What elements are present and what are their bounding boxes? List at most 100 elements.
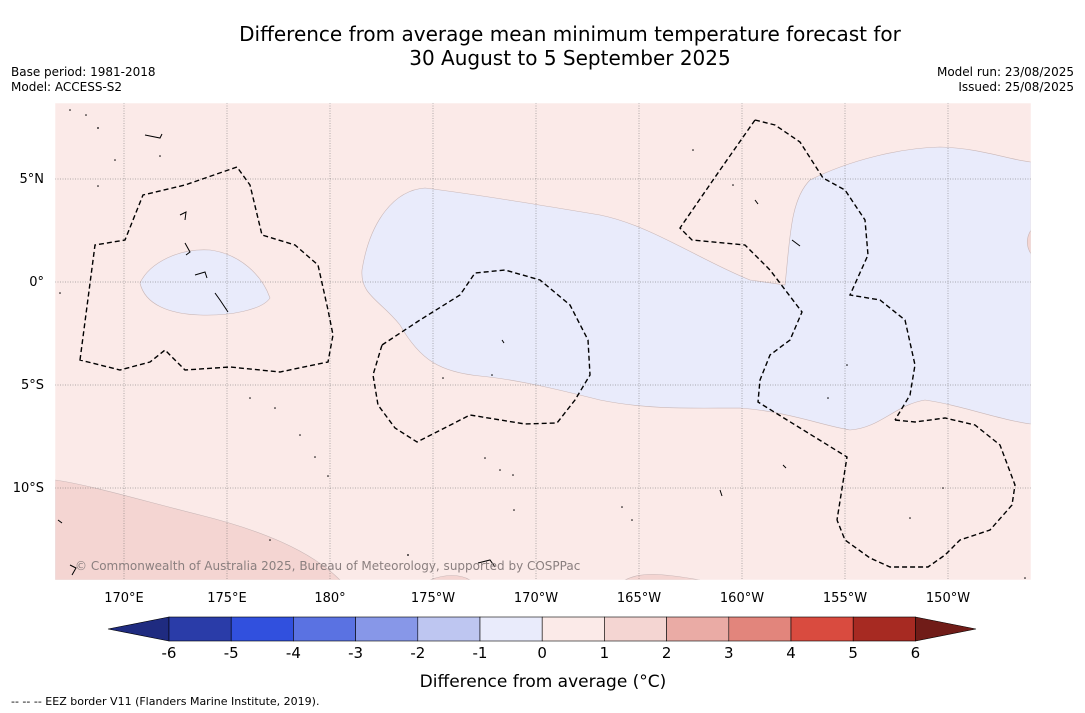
islet-1 — [69, 109, 71, 111]
colorbar-tick--2: -2 — [410, 644, 425, 662]
islet-11 — [327, 475, 329, 477]
islet-2 — [85, 114, 87, 116]
islet-27 — [269, 539, 271, 541]
title-line-1: Difference from average mean minimum tem… — [239, 22, 901, 46]
lon-label-160w: 160°W — [720, 591, 764, 606]
map-title: Difference from average mean minimum tem… — [0, 22, 1085, 70]
map-frame — [54, 102, 1032, 581]
colorbar-tick-5: 5 — [848, 644, 858, 662]
islet-22 — [846, 364, 848, 366]
eez-border-central — [372, 269, 591, 443]
island-6 — [791, 239, 801, 247]
islet-14 — [484, 457, 486, 459]
islet-10 — [314, 456, 316, 458]
lon-label-170e: 170°E — [104, 591, 144, 606]
colorbar-bin-1 — [168, 616, 232, 642]
island-9 — [69, 564, 77, 576]
colorbar-bin-10 — [728, 616, 792, 642]
colorbar-bin-7 — [541, 616, 605, 642]
colorbar-tick--4: -4 — [286, 644, 301, 662]
lon-label-175w: 175°W — [411, 591, 455, 606]
islet-13 — [491, 374, 493, 376]
meta-left: Base period: 1981-2018 Model: ACCESS-S2 — [11, 65, 156, 95]
colorbar-title: Difference from average (°C) — [420, 672, 667, 692]
island-13 — [719, 489, 723, 497]
islet-29 — [1024, 577, 1026, 579]
islet-24 — [909, 517, 911, 519]
colorbar-tick-1: 1 — [600, 644, 610, 662]
colorbar-bin-3 — [293, 616, 356, 642]
islet-17 — [513, 509, 515, 511]
colorbar-bin-11 — [790, 616, 854, 642]
eez-border-west — [79, 166, 334, 373]
gridlines — [55, 103, 1031, 580]
colorbar-tick--1: -1 — [473, 644, 488, 662]
islet-21 — [732, 184, 734, 186]
lat-label-5s: 5°S — [21, 378, 44, 393]
model-run: Model run: 23/08/2025 — [936, 65, 1074, 79]
islet-25 — [942, 487, 944, 489]
colorbar-extend-low — [107, 616, 170, 642]
colorbar-tick--5: -5 — [224, 644, 239, 662]
colorbar-tick-4: 4 — [786, 644, 796, 662]
base-period: Base period: 1981-2018 — [11, 65, 156, 79]
colorbar-bin-5 — [417, 616, 481, 642]
islet-18 — [621, 506, 623, 508]
lon-label-150w: 150°W — [926, 591, 970, 606]
colorbar-extend-high — [915, 616, 977, 642]
colorbar-tick-6: 6 — [911, 644, 921, 662]
island-8 — [57, 519, 63, 524]
colorbar-bin-12 — [852, 616, 916, 642]
eez-footnote: -- -- -- EEZ border V11 (Flanders Marine… — [11, 695, 320, 708]
island-7 — [477, 559, 496, 568]
islet-7 — [249, 397, 251, 399]
colorbar-bin-9 — [666, 616, 730, 642]
lon-label-165w: 165°W — [617, 591, 661, 606]
island-5 — [214, 292, 229, 313]
island-1 — [144, 133, 163, 139]
lat-label-5n: 5°N — [20, 172, 45, 187]
islet-19 — [631, 519, 633, 521]
issued-date: Issued: 25/08/2025 — [958, 80, 1074, 94]
islet-16 — [512, 474, 514, 476]
islet-3 — [97, 127, 99, 129]
lon-label-175e: 175°E — [207, 591, 247, 606]
colorbar-tick-0: 0 — [537, 644, 547, 662]
eez-border-northeast-west-edge — [679, 119, 848, 521]
colorbar-tick-2: 2 — [662, 644, 672, 662]
islet-6 — [159, 155, 161, 157]
islet-20 — [692, 149, 694, 151]
cool-region-west — [139, 249, 271, 316]
island-2 — [179, 211, 187, 221]
meta-right: Model run: 23/08/2025 Issued: 25/08/2025 — [937, 65, 1074, 95]
colorbar-bin-6 — [479, 616, 543, 642]
islet-28 — [59, 292, 61, 294]
lon-label-180: 180° — [314, 591, 345, 606]
colorbar-tick--6: -6 — [162, 644, 177, 662]
colorbar-tick-3: 3 — [724, 644, 734, 662]
colorbar — [107, 616, 977, 642]
island-4 — [194, 271, 208, 279]
lon-label-155w: 155°W — [823, 591, 867, 606]
colorbar-bin-4 — [355, 616, 419, 642]
islet-23 — [827, 397, 829, 399]
islet-5 — [97, 185, 99, 187]
island-12 — [782, 464, 787, 469]
title-line-2: 30 August to 5 September 2025 — [409, 46, 731, 70]
lon-label-170w: 170°W — [514, 591, 558, 606]
lat-label-10s: 10°S — [13, 481, 44, 496]
lat-label-0: 0° — [29, 275, 44, 290]
colorbar-bin-2 — [230, 616, 294, 642]
islet-15 — [499, 469, 501, 471]
eez-border-southeast — [836, 417, 1016, 568]
islet-26 — [407, 554, 409, 556]
copyright-notice: © Commonwealth of Australia 2025, Bureau… — [75, 559, 580, 573]
islet-8 — [274, 407, 276, 409]
islet-4 — [114, 159, 116, 161]
colorbar-bin-8 — [604, 616, 667, 642]
island-10 — [754, 199, 759, 205]
colorbar-tick--3: -3 — [348, 644, 363, 662]
islet-12 — [442, 377, 444, 379]
island-11 — [501, 339, 505, 344]
